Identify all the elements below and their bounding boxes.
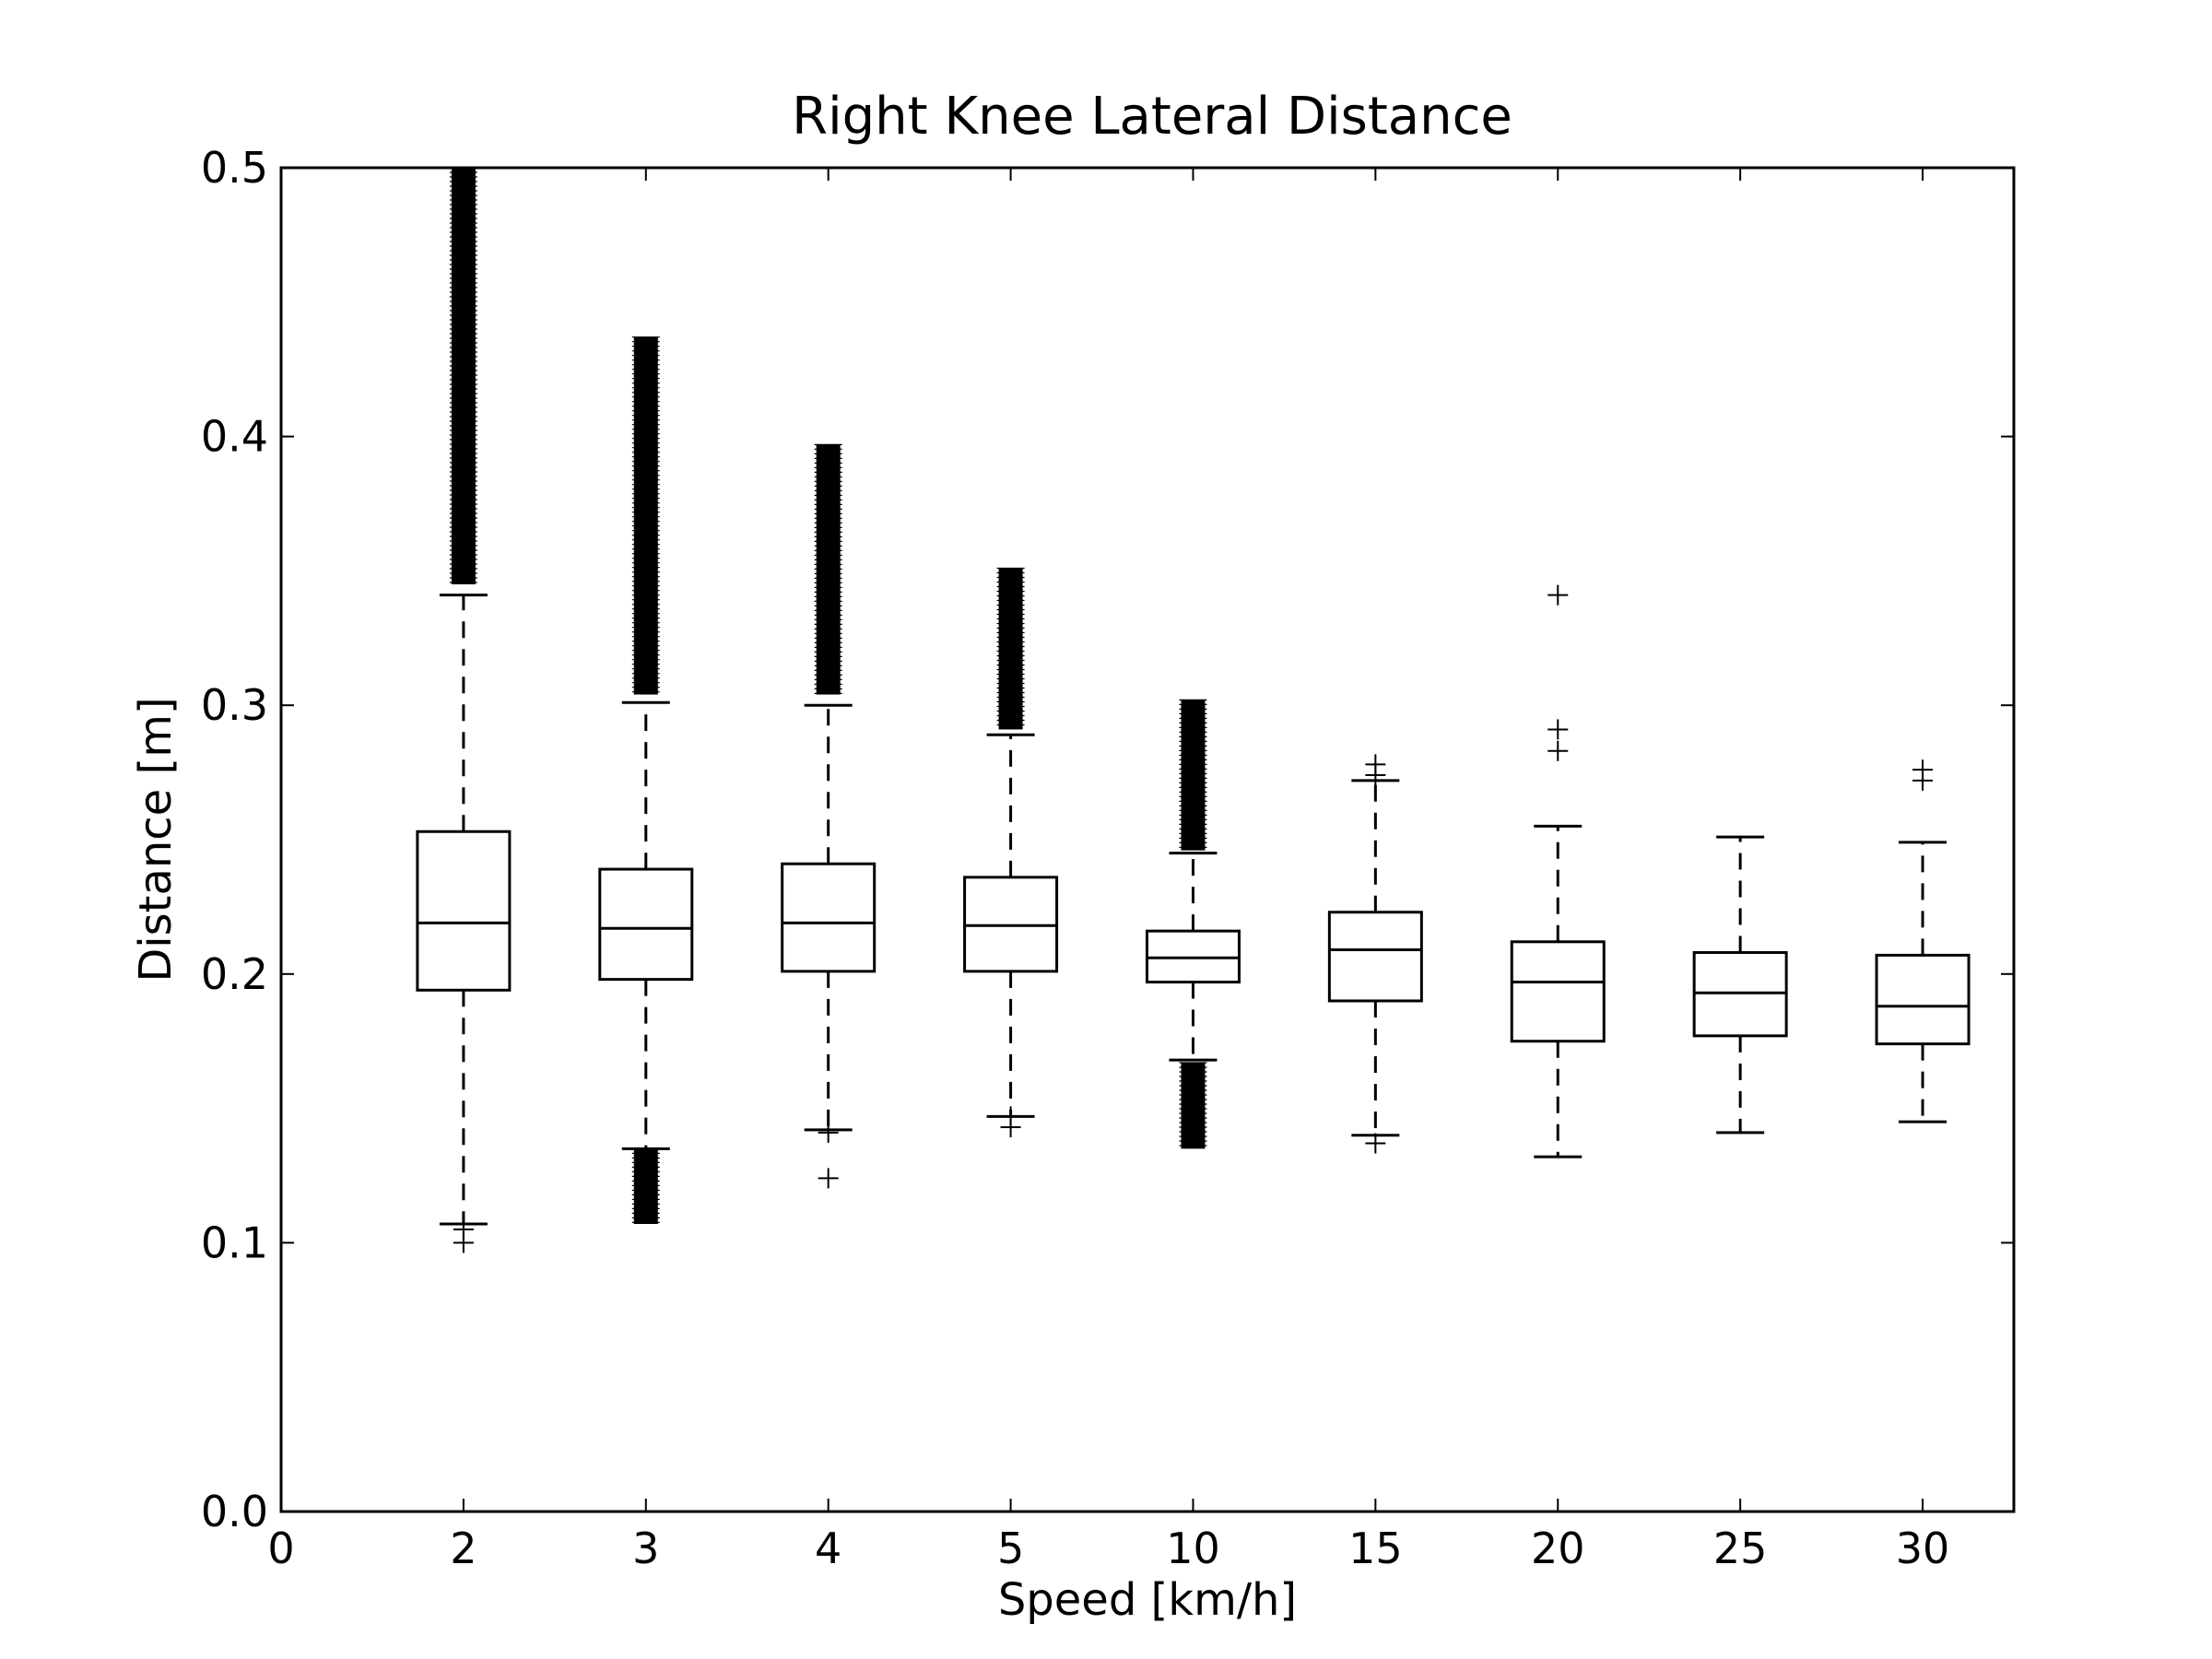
y-axis: 0.0 0.1 0.2 0.3 0.4 0.5 (201, 143, 2014, 1536)
x-tick-label: 20 (1531, 1524, 1585, 1573)
y-tick-label: 0.1 (201, 1218, 268, 1267)
box-4 (781, 443, 877, 1189)
outlier-high-cluster (451, 168, 476, 584)
iqr-box (1510, 940, 1606, 1043)
box-series (416, 167, 1971, 1253)
x-axis-title: Speed [km/h] (998, 1574, 1297, 1626)
box-15 (1327, 754, 1423, 1154)
iqr-box (1875, 953, 1971, 1046)
plot-area-frame (279, 166, 2016, 1513)
x-tick-label: 4 (815, 1524, 841, 1573)
y-axis-title: Distance [m] (130, 697, 182, 982)
box-20 (1510, 584, 1606, 1159)
y-tick-label: 0.2 (201, 949, 268, 999)
x-tick-label: 3 (632, 1524, 659, 1573)
y-tick-label: 0.3 (201, 680, 268, 730)
outlier-high-cluster (998, 568, 1023, 730)
iqr-box (598, 867, 694, 982)
outlier-high-cluster (1181, 700, 1206, 851)
x-tick-label: 15 (1348, 1524, 1403, 1573)
box-25 (1692, 835, 1788, 1135)
x-tick-label: 10 (1166, 1524, 1220, 1573)
x-tick-label: 25 (1713, 1524, 1768, 1573)
x-tick-label: 0 (267, 1524, 294, 1573)
box-3 (598, 336, 694, 1224)
iqr-box (416, 830, 512, 992)
outlier-low-cluster (633, 1148, 658, 1224)
box-2 (416, 167, 512, 1253)
outlier-low-cluster (1181, 1063, 1206, 1149)
chart-title: Right Knee Lateral Distance (792, 87, 1512, 147)
iqr-box (1327, 911, 1423, 1003)
box-10 (1145, 699, 1241, 1149)
box-5 (963, 567, 1059, 1138)
box-30 (1875, 759, 1971, 1124)
y-tick-label: 0.0 (201, 1487, 268, 1536)
x-tick-label: 2 (450, 1524, 477, 1573)
y-tick-label: 0.4 (201, 412, 268, 462)
x-axis: 0 2 3 4 5 10 15 20 25 30 (267, 168, 1949, 1573)
x-tick-label: 30 (1896, 1524, 1950, 1573)
y-tick-label: 0.5 (201, 143, 268, 193)
iqr-box (781, 862, 877, 973)
x-tick-label: 5 (997, 1524, 1024, 1573)
